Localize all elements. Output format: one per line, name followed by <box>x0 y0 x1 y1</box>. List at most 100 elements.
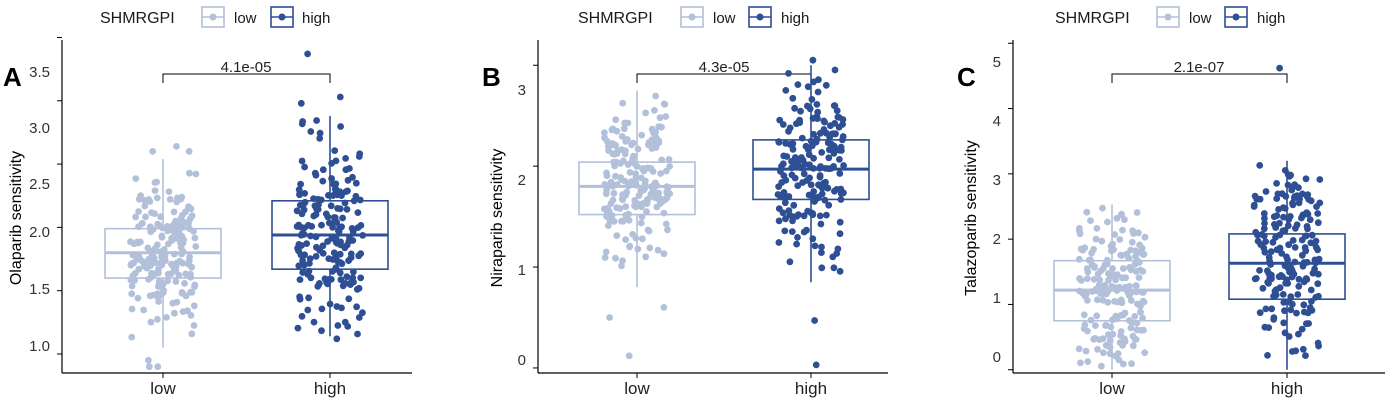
data-point <box>307 128 315 135</box>
significance-bracket <box>1111 73 1288 83</box>
data-point <box>785 207 793 215</box>
y-tick-label: 1.5 <box>29 281 50 298</box>
data-point <box>800 170 808 178</box>
data-point <box>182 208 189 216</box>
p-value-label: 4.1e-05 <box>221 59 272 76</box>
data-point <box>631 197 639 204</box>
data-point <box>800 228 808 236</box>
data-point <box>1287 293 1295 301</box>
data-point <box>1086 256 1094 263</box>
data-point <box>1312 237 1320 245</box>
data-point <box>1312 243 1320 251</box>
data-point <box>357 274 365 282</box>
data-point <box>182 270 190 278</box>
data-point <box>644 226 652 234</box>
data-point <box>163 314 170 321</box>
data-point <box>1276 244 1284 252</box>
data-point <box>1280 319 1288 327</box>
data-point <box>128 333 136 341</box>
data-point <box>188 330 196 338</box>
data-point <box>1114 350 1122 357</box>
data-point <box>355 284 363 292</box>
data-point <box>1127 246 1134 254</box>
data-point <box>1116 339 1124 347</box>
data-point <box>1118 211 1125 219</box>
data-point <box>306 260 313 267</box>
panel-letter: A <box>3 62 22 92</box>
outlier-point <box>606 314 613 321</box>
data-point <box>1119 274 1126 282</box>
data-point <box>179 259 187 267</box>
data-point <box>191 234 199 242</box>
data-point <box>1280 213 1287 221</box>
data-point <box>1288 300 1296 308</box>
data-point <box>1090 335 1098 343</box>
data-point <box>328 175 335 182</box>
data-point <box>618 217 625 225</box>
legend-title: SHMRGPI <box>1055 10 1130 27</box>
data-point <box>1281 167 1289 174</box>
data-point <box>1281 205 1289 212</box>
data-point <box>359 309 366 317</box>
data-point <box>1261 220 1268 227</box>
data-point <box>295 262 303 270</box>
data-point <box>312 211 320 218</box>
data-point <box>334 205 341 212</box>
data-point <box>298 312 306 320</box>
outlier-point <box>336 93 344 101</box>
data-point <box>633 163 641 170</box>
data-point <box>828 140 835 148</box>
data-point <box>357 222 365 229</box>
panel-a: SHMRGPI low high A Olaparib sensitivity … <box>3 6 412 398</box>
data-point <box>310 318 318 326</box>
data-point <box>178 193 186 201</box>
data-point <box>330 249 338 257</box>
x-category-label: low <box>1099 379 1125 398</box>
data-point <box>613 232 621 240</box>
data-point <box>337 276 345 284</box>
data-point <box>182 219 189 227</box>
data-point <box>1279 227 1287 235</box>
legend-key-high <box>270 6 294 28</box>
data-point <box>293 207 301 215</box>
y-axis-title: Niraparib sensitivity <box>489 149 506 288</box>
data-point <box>170 208 178 216</box>
data-point <box>621 150 629 158</box>
data-point <box>138 219 146 227</box>
data-point <box>816 212 824 220</box>
data-point <box>355 314 363 321</box>
data-point <box>1093 312 1101 320</box>
data-point <box>1093 225 1101 232</box>
data-point <box>613 150 621 157</box>
data-point <box>1298 236 1306 244</box>
data-point <box>789 94 797 102</box>
data-point <box>1076 224 1083 232</box>
data-point <box>1287 264 1295 272</box>
data-point <box>1106 332 1114 340</box>
data-point <box>794 81 802 88</box>
outlier-point <box>660 304 668 311</box>
data-point <box>1262 188 1270 195</box>
data-point <box>313 243 320 251</box>
data-point <box>836 156 843 163</box>
data-point <box>643 208 650 216</box>
data-point <box>637 187 645 194</box>
data-point <box>142 213 149 221</box>
data-point <box>172 278 180 285</box>
data-point <box>135 208 143 215</box>
data-point <box>794 182 802 190</box>
data-point <box>327 276 335 283</box>
data-point <box>173 259 181 267</box>
data-point <box>157 291 165 298</box>
data-point <box>342 155 349 162</box>
data-point <box>175 229 183 237</box>
data-point <box>1139 314 1146 322</box>
data-point <box>666 163 674 170</box>
data-point <box>1136 241 1143 249</box>
data-point <box>785 127 792 135</box>
data-point <box>600 205 608 213</box>
data-point <box>177 244 185 251</box>
data-point <box>1137 302 1144 310</box>
data-point <box>836 218 844 226</box>
data-point <box>660 209 668 217</box>
